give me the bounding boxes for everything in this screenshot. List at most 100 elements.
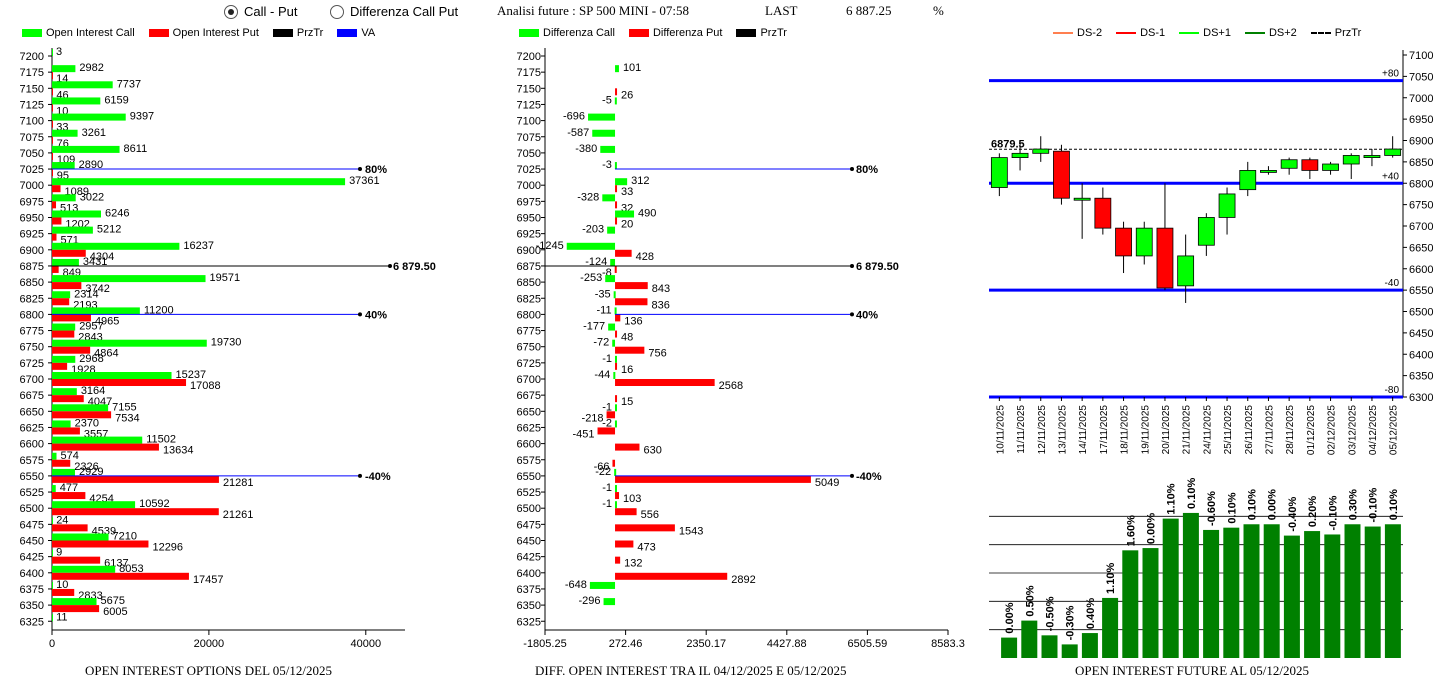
x-tick-label: 25/11/2025 [1223, 405, 1234, 455]
diff-put-label: 756 [648, 348, 666, 360]
legend-item-ds+2: DS+2 [1244, 27, 1297, 39]
x-tick-label: 01/12/2025 [1306, 405, 1317, 455]
diff-put-bar [615, 508, 637, 516]
y-tick-label: 6775 [517, 326, 541, 338]
diff-call-bar [615, 178, 628, 186]
oi-future-label: 0.00% [1267, 489, 1279, 520]
radio-unselected-icon[interactable] [330, 4, 344, 19]
oi-future-label: 0.10% [1226, 492, 1238, 523]
y-tick-label: 6850 [517, 277, 541, 289]
oi-future-label: 1.10% [1166, 483, 1178, 514]
prztr-label: 6879.5 [991, 138, 1025, 150]
call-bar [52, 501, 136, 509]
y-tick-label: 6650 [1409, 242, 1433, 254]
radio-differenza-call-put[interactable]: Differenza Call Put [330, 4, 458, 19]
legend-item-diff-call: Differenza Call [519, 27, 615, 39]
legend-diff-oi: Differenza Call Differenza Put PrzTr [519, 27, 801, 39]
call-bar [52, 49, 53, 56]
call-bar [52, 97, 101, 105]
call-bar [52, 129, 78, 137]
call-value-label: 11 [56, 611, 67, 623]
y-tick-label: 7100 [1409, 50, 1433, 62]
oi-options-title: OPEN INTEREST OPTIONS DEL 05/12/2025 [85, 663, 332, 678]
call-value-label: 2982 [79, 62, 103, 74]
candle-body [1301, 159, 1319, 171]
diff-call-bar [614, 485, 617, 493]
y-tick-label: 6525 [20, 487, 44, 499]
diff-put-label: 836 [651, 299, 669, 311]
last-label: LAST [765, 3, 798, 18]
diff-call-bar [614, 162, 617, 170]
x-tick-label: 10/11/2025 [995, 405, 1006, 455]
oi-future-label: 0.20% [1307, 496, 1319, 527]
put-bar [52, 88, 53, 96]
y-tick-label: 6550 [1409, 285, 1433, 297]
oi-future-label: 0.10% [1388, 489, 1400, 520]
diff-call-bar [615, 65, 619, 73]
y-tick-label: 7025 [517, 164, 541, 176]
candle-body [1094, 197, 1112, 229]
diff-put-bar [615, 556, 621, 564]
ref-line-label: 40% [856, 309, 878, 321]
call-value-label: 15237 [176, 369, 207, 381]
diff-put-bar [606, 411, 616, 419]
radio-call-put[interactable]: Call - Put [224, 4, 297, 19]
diff-call-label: -696 [563, 111, 585, 123]
oi-future-label: 0.00% [1146, 513, 1158, 544]
diff-call-label: -648 [565, 579, 587, 591]
put-value-label: 21281 [223, 477, 254, 489]
diff-call-label: -177 [583, 321, 605, 333]
diff-call-bar [602, 194, 616, 202]
put-bar [52, 298, 70, 306]
oi-future-bar [1182, 512, 1199, 658]
y-tick-label: 6600 [517, 439, 541, 451]
legend-line [1244, 32, 1265, 34]
y-tick-label: 6325 [517, 616, 541, 628]
legend-line [1310, 32, 1331, 34]
y-tick-label: 6400 [20, 568, 44, 580]
y-tick-label: 6700 [517, 374, 541, 386]
put-bar [52, 362, 68, 370]
y-tick-label: 6800 [1409, 178, 1433, 190]
y-tick-label: 6975 [20, 196, 44, 208]
diff-put-label: 33 [621, 186, 633, 198]
diff-put-label: 26 [621, 89, 633, 101]
x-tick-label: 20000 [194, 638, 225, 650]
candle-body [1322, 163, 1339, 171]
call-value-label: 3 [56, 46, 62, 58]
radio-selected-icon[interactable] [224, 4, 238, 19]
diff-call-bar [615, 210, 635, 218]
oi-future-bar [1364, 526, 1381, 658]
y-tick-label: 6850 [1409, 157, 1433, 169]
x-tick-label: 28/11/2025 [1285, 405, 1296, 455]
x-tick-label: 05/12/2025 [1389, 405, 1400, 455]
call-value-label: 3164 [81, 385, 105, 397]
y-tick-label: 6650 [20, 406, 44, 418]
y-tick-label: 6500 [517, 503, 541, 515]
candle-body [1053, 150, 1070, 199]
candle-body [1218, 193, 1236, 218]
diff-put-bar [615, 185, 618, 193]
diff-put-bar [615, 314, 621, 322]
legend-label: VA [361, 27, 376, 39]
call-bar [52, 468, 75, 476]
diff-call-label: -22 [595, 466, 611, 478]
oi-future-label: 0.30% [1348, 489, 1360, 520]
oi-future-bar [1304, 531, 1321, 658]
y-tick-label: 6925 [20, 229, 44, 241]
legend-item-va: VA [337, 27, 375, 39]
diff-put-label: 630 [643, 445, 661, 457]
va-level-label: -40 [1385, 278, 1400, 289]
x-tick-label: 21/11/2025 [1182, 405, 1193, 455]
y-tick-label: 6400 [1409, 349, 1433, 361]
put-bar [52, 443, 159, 451]
x-tick-label: 18/11/2025 [1120, 405, 1131, 455]
y-tick-label: 7200 [20, 51, 44, 63]
put-bar [52, 217, 62, 225]
oi-future-label: -0.40% [1287, 497, 1299, 532]
legend-item-prztr: PrzTr [272, 27, 323, 39]
call-bar [52, 372, 172, 379]
y-tick-label: 6425 [20, 552, 44, 564]
y-tick-label: 6750 [517, 342, 541, 354]
diff-call-bar [614, 307, 617, 315]
